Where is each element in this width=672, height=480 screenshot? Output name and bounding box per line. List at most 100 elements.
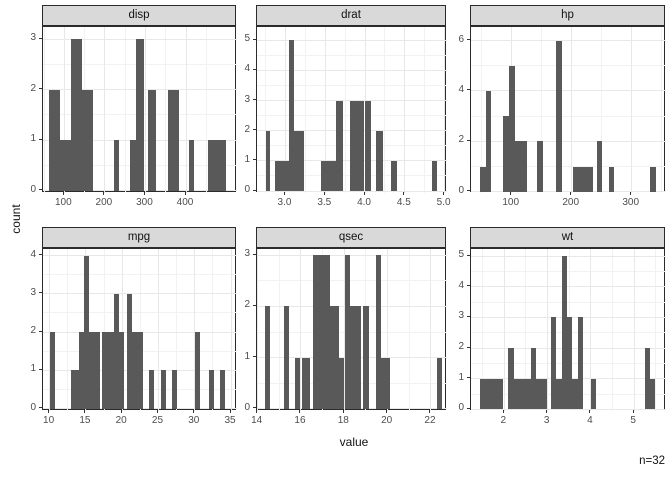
gridline-x-major: [633, 249, 635, 411]
y-tick-label: 5: [244, 33, 250, 45]
gridline-x-minor: [344, 27, 346, 193]
facet-strip: drat: [256, 5, 446, 26]
histogram-bar: [556, 378, 562, 410]
histogram-bar: [531, 348, 537, 410]
y-tick-label: 0: [244, 401, 250, 413]
histogram-bar: [608, 166, 614, 192]
histogram-bar: [480, 166, 486, 192]
x-tick-label: 22: [424, 415, 436, 426]
gridline-y-minor: [257, 54, 447, 56]
gridline-x-major: [49, 249, 51, 411]
y-tick-label: 0: [244, 184, 250, 195]
gridline-x-minor: [481, 27, 483, 193]
histogram-bar: [127, 293, 133, 409]
histogram-bar: [509, 65, 516, 192]
y-axis-title: count: [9, 204, 23, 234]
histogram-bar: [380, 357, 391, 409]
histogram-bar: [567, 317, 573, 410]
x-tick-label: 30: [188, 415, 200, 426]
histogram-bar: [189, 140, 195, 191]
histogram-bar: [60, 140, 72, 191]
histogram-bar: [556, 40, 563, 192]
x-tick-mark: [103, 192, 105, 195]
gridline-x-minor: [67, 249, 69, 411]
y-tick-label: 2: [244, 299, 250, 311]
x-tick-mark: [283, 192, 285, 195]
y-tick-label: 2: [458, 341, 464, 353]
x-tick-mark: [120, 410, 122, 413]
histogram-bar: [294, 357, 300, 409]
gridline-x-major: [404, 27, 406, 193]
histogram-bar: [71, 370, 79, 409]
x-tick-label: 3.5: [317, 197, 332, 208]
x-tick-mark: [256, 410, 258, 413]
x-tick-label: 20: [381, 415, 393, 426]
histogram-bar: [207, 140, 226, 191]
gridline-x-major: [230, 249, 232, 411]
gridline-x-major: [284, 27, 286, 193]
histogram-bar: [437, 357, 443, 409]
facet-strip: qsec: [256, 227, 446, 248]
histogram-bar: [375, 255, 381, 409]
x-tick-label: 300: [136, 197, 153, 208]
y-tick-mark: [467, 377, 470, 379]
x-axis-title: value: [339, 435, 369, 449]
gridline-x-major: [324, 27, 326, 193]
x-tick-mark: [510, 192, 512, 195]
x-tick-label: 15: [79, 415, 91, 426]
histogram-bar: [551, 317, 557, 410]
y-tick-mark: [39, 368, 42, 370]
histogram-bar: [344, 255, 351, 409]
histogram-bar: [339, 357, 345, 409]
facet-panel-wt: [470, 248, 666, 411]
histogram-bar: [577, 317, 584, 410]
x-tick-label: 100: [54, 197, 72, 208]
x-tick-label: 300: [622, 197, 640, 208]
y-tick-mark: [39, 254, 42, 255]
histogram-bar: [390, 160, 397, 191]
gridline-x-major: [194, 249, 196, 411]
x-tick-mark: [363, 192, 365, 195]
x-tick-mark: [502, 410, 504, 413]
facet-strip: hp: [470, 5, 665, 26]
histogram-bar: [130, 140, 137, 191]
x-tick-label: 100: [502, 197, 520, 208]
gridline-y-major: [43, 408, 237, 410]
histogram-bar: [645, 348, 651, 410]
histogram-bar: [288, 40, 295, 191]
gridline-x-minor: [139, 249, 141, 411]
x-tick-mark: [323, 192, 325, 195]
gridline-y-major: [257, 39, 447, 41]
y-tick-label: 3: [458, 310, 464, 322]
x-tick-label: 14: [251, 415, 263, 426]
gridline-x-major: [300, 249, 302, 411]
facet-strip-label: disp: [128, 8, 150, 21]
x-tick-label: 400: [176, 197, 194, 208]
y-tick-mark: [467, 407, 470, 409]
x-tick-label: 5: [630, 415, 636, 426]
gridline-y-major: [257, 254, 447, 256]
x-tick-label: 200: [95, 197, 113, 208]
histogram-bar: [195, 332, 200, 409]
gridline-x-minor: [612, 249, 614, 411]
gridline-y-minor: [471, 65, 666, 67]
histogram-bar: [275, 160, 289, 191]
gridline-x-major: [631, 27, 633, 193]
gridline-x-minor: [304, 27, 306, 193]
y-tick-label: 1: [30, 363, 36, 375]
histogram-bar: [49, 89, 61, 191]
y-tick-mark: [467, 315, 470, 317]
x-tick-mark: [156, 410, 158, 413]
facet-panel-mpg: [42, 248, 237, 411]
y-tick-mark: [253, 189, 256, 191]
y-tick-mark: [253, 129, 256, 131]
y-tick-mark: [253, 159, 256, 161]
x-tick-mark: [229, 410, 231, 413]
gridline-y-major: [471, 40, 666, 42]
gridline-y-major: [471, 286, 666, 288]
gridline-x-major: [121, 249, 123, 411]
histogram-bar: [82, 89, 94, 191]
histogram-bar: [376, 130, 384, 191]
x-tick-label: 4.5: [396, 197, 411, 208]
gridline-x-minor: [43, 27, 45, 193]
